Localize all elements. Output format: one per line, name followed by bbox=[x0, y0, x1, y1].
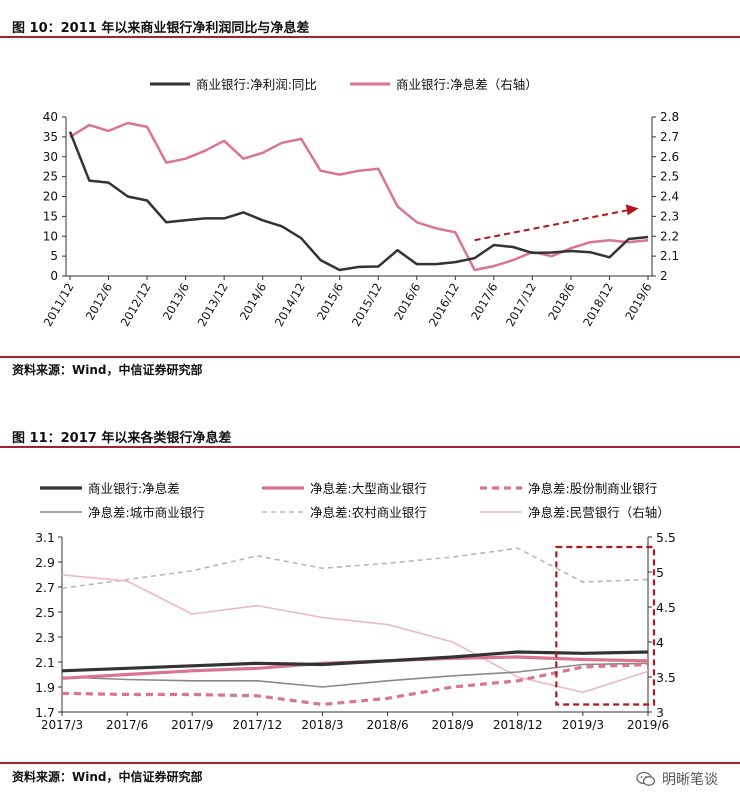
figure-10-bottom-rule bbox=[0, 356, 740, 358]
x-tick-label: 2016/6 bbox=[391, 281, 423, 323]
left-tick-label: 5 bbox=[50, 249, 58, 263]
legend-label-nim: 商业银行:净息差（右轴） bbox=[396, 77, 538, 92]
x-tick-label: 2012/12 bbox=[118, 281, 154, 329]
x-tick-label: 2018/12 bbox=[580, 281, 616, 329]
right-tick-label: 2.6 bbox=[660, 150, 679, 164]
legend-label: 净息差:大型商业银行 bbox=[310, 481, 427, 496]
right-tick-label: 2.2 bbox=[660, 229, 679, 243]
x-tick-label: 2018/6 bbox=[366, 718, 408, 732]
left-tick-label: 2.5 bbox=[35, 605, 55, 620]
figure-10-chart: 商业银行:净利润:同比 商业银行:净息差（右轴） 0 5 10 15 20 25 30 35 40 2… bbox=[41, 77, 680, 329]
right-tick-label: 2.8 bbox=[660, 110, 679, 124]
figure-11: 图 11：2017 年以来各类银行净息差 商业银行:净息差 净息差:大型商业银行净… bbox=[0, 380, 740, 793]
left-tick-label: 20 bbox=[43, 190, 58, 204]
figure-10-top-rule bbox=[0, 36, 740, 38]
left-tick-label: 2.9 bbox=[35, 555, 55, 570]
right-tick-label: 5.5 bbox=[656, 530, 676, 545]
left-tick-label: 2.1 bbox=[35, 655, 55, 670]
x-tick-label: 2015/12 bbox=[349, 281, 385, 329]
series-line bbox=[61, 662, 649, 688]
right-tick-label: 2.5 bbox=[660, 170, 679, 184]
left-tick-label: 1.7 bbox=[35, 705, 55, 720]
series-line bbox=[61, 547, 649, 590]
series-line bbox=[61, 662, 649, 707]
right-tick-label: 4.5 bbox=[656, 600, 676, 615]
right-tick-label: 4 bbox=[656, 635, 664, 650]
left-tick-label: 2.3 bbox=[35, 630, 55, 645]
right-tick-label: 2.1 bbox=[660, 249, 679, 263]
figure-11-source: 资料来源：Wind，中信证券研究部 bbox=[12, 770, 203, 784]
x-tick-label: 2017/9 bbox=[171, 718, 213, 732]
x-tick-label: 2019/3 bbox=[562, 718, 604, 732]
x-tick-label: 2018/9 bbox=[432, 718, 474, 732]
figure-11-title: 图 11：2017 年以来各类银行净息差 bbox=[12, 431, 232, 446]
legend-label: 净息差:股份制商业银行 bbox=[528, 481, 657, 496]
legend-label: 商业银行:净息差 bbox=[88, 481, 180, 496]
trend-arrow-head bbox=[625, 204, 639, 216]
watermark-text: 明晰笔谈 bbox=[662, 772, 718, 788]
x-tick-label: 2015/6 bbox=[314, 281, 346, 323]
figure-10: 图 10：2011 年以来商业银行净利润同比与净息差 商业银行:净利润:同比 商业… bbox=[0, 0, 740, 380]
x-tick-label: 2014/12 bbox=[272, 281, 308, 329]
x-tick-label: 2017/12 bbox=[232, 718, 282, 732]
figure-10-title: 图 10：2011 年以来商业银行净利润同比与净息差 bbox=[12, 21, 310, 36]
highlight-box-2019 bbox=[555, 545, 656, 706]
legend-label: 净息差:农村商业银行 bbox=[310, 505, 427, 520]
x-tick-label: 2018/3 bbox=[301, 718, 343, 732]
right-tick-label: 2 bbox=[660, 269, 668, 283]
left-tick-label: 2.7 bbox=[35, 580, 55, 595]
right-tick-label: 3.5 bbox=[656, 670, 676, 685]
x-tick-label: 2017/12 bbox=[503, 281, 539, 329]
right-tick-label: 5 bbox=[656, 565, 664, 580]
right-tick-label: 2.7 bbox=[660, 130, 679, 144]
x-tick-label: 2017/6 bbox=[468, 281, 500, 323]
series-line-nim bbox=[69, 121, 649, 272]
right-tick-label: 2.3 bbox=[660, 209, 679, 223]
left-tick-label: 40 bbox=[43, 110, 58, 124]
x-tick-label: 2013/12 bbox=[195, 281, 231, 329]
x-tick-label: 2018/6 bbox=[545, 281, 577, 323]
left-tick-label: 1.9 bbox=[35, 680, 55, 695]
left-tick-label: 15 bbox=[43, 209, 58, 223]
x-tick-label: 2019/6 bbox=[627, 718, 669, 732]
watermark: 明晰笔谈 bbox=[636, 769, 718, 789]
trend-arrow-shaft bbox=[474, 209, 627, 242]
legend-label-net-profit: 商业银行:净利润:同比 bbox=[196, 77, 317, 92]
x-tick-label: 2012/6 bbox=[83, 281, 115, 323]
figure-11-bottom-rule bbox=[0, 762, 740, 764]
x-tick-label: 2018/12 bbox=[493, 718, 543, 732]
x-tick-label: 2019/6 bbox=[622, 281, 654, 323]
left-tick-label: 0 bbox=[50, 269, 58, 283]
figure-11-top-rule bbox=[0, 446, 740, 448]
left-tick-label: 25 bbox=[43, 170, 58, 184]
x-tick-label: 2011/12 bbox=[41, 281, 77, 329]
right-tick-label: 3 bbox=[656, 705, 664, 720]
x-tick-label: 2016/12 bbox=[426, 281, 462, 329]
legend-label: 净息差:城市商业银行 bbox=[88, 505, 205, 520]
left-tick-label: 3.1 bbox=[35, 530, 55, 545]
right-tick-label: 2.4 bbox=[660, 190, 679, 204]
series-line-net-profit bbox=[68, 131, 649, 272]
left-tick-label: 30 bbox=[43, 150, 58, 164]
x-tick-label: 2017/3 bbox=[41, 718, 83, 732]
left-tick-label: 10 bbox=[43, 229, 58, 243]
x-tick-label: 2013/6 bbox=[160, 281, 192, 323]
wechat-icon bbox=[636, 771, 656, 786]
x-tick-label: 2017/6 bbox=[106, 718, 148, 732]
series-line bbox=[61, 574, 649, 694]
left-tick-label: 35 bbox=[43, 130, 58, 144]
series-line bbox=[61, 650, 649, 673]
legend-label: 净息差:民营银行（右轴） bbox=[528, 505, 670, 520]
figure-10-source: 资料来源：Wind，中信证券研究部 bbox=[12, 363, 203, 377]
x-tick-label: 2014/6 bbox=[237, 281, 269, 323]
